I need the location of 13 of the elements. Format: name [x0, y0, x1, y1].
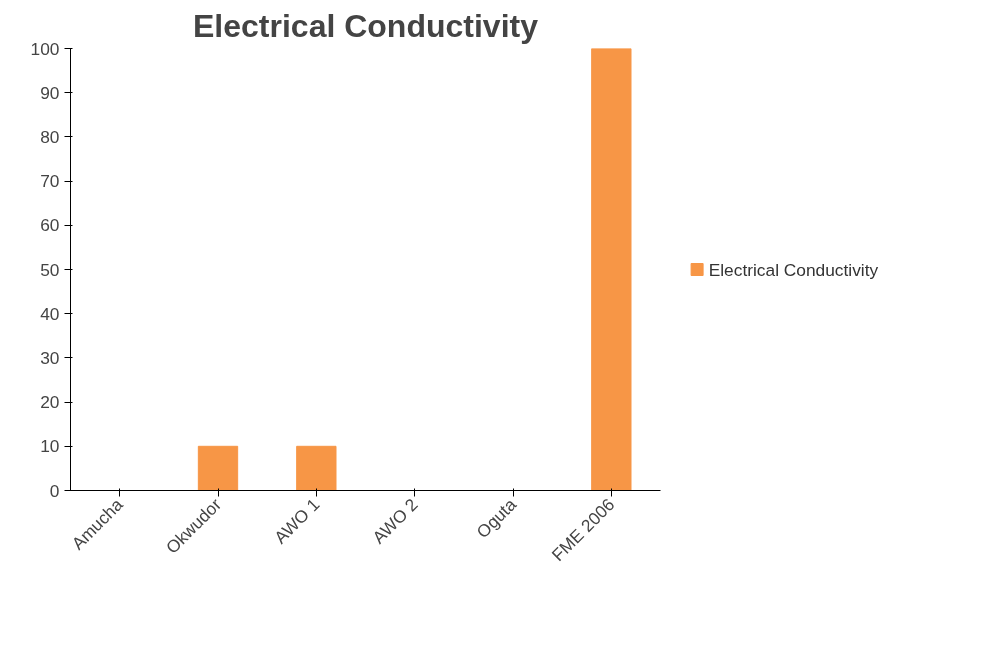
y-tick-label: 50: [40, 259, 60, 280]
y-tick-label: 70: [40, 171, 60, 192]
y-tick-label: 40: [40, 303, 60, 324]
y-tick-label: 20: [40, 392, 60, 413]
y-tick-label: 10: [40, 436, 60, 457]
y-tick-label: 60: [40, 215, 60, 236]
y-tick-label: 90: [40, 82, 60, 103]
y-tick-label: 80: [40, 126, 60, 147]
y-tick-label: 100: [30, 38, 60, 59]
y-tick-label: 0: [49, 480, 60, 501]
chart-title: Electrical Conductivity: [193, 7, 539, 44]
legend-label: Electrical Conductivity: [708, 259, 879, 280]
y-tick-label: 30: [40, 347, 60, 368]
